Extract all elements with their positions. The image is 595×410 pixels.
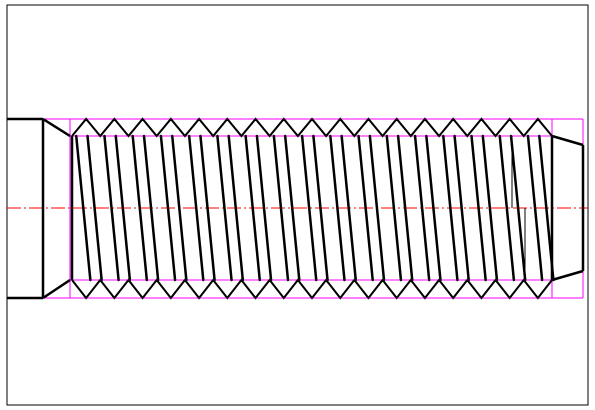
thread-helix-line	[199, 134, 216, 282]
thread-helix-line	[357, 134, 374, 282]
thread-helix-line	[385, 134, 403, 282]
thread-helix-line	[86, 134, 103, 282]
thread-helix-lines	[74, 134, 555, 282]
runout-lines	[511, 136, 526, 280]
thread-helix-line	[470, 134, 487, 282]
thread-helix-line	[453, 134, 470, 282]
thread-helix-line	[216, 134, 233, 282]
thread-helix-line	[509, 134, 527, 282]
tip-chamfer-bottom	[551, 269, 584, 282]
thread-helix-line	[227, 134, 245, 282]
shank	[7, 117, 74, 300]
thread-helix-line	[272, 134, 290, 282]
chamfer-top	[42, 117, 71, 138]
thread-bottom-profile	[71, 278, 553, 300]
tip-end	[550, 134, 585, 282]
tip-chamfer-top	[551, 134, 584, 147]
thread-helix-line	[74, 134, 92, 282]
thread-helix-line	[103, 134, 120, 282]
thread-helix-line	[159, 134, 177, 282]
thread-helix-line	[396, 134, 414, 282]
thread-helix-line	[283, 134, 301, 282]
thread-helix-line	[425, 134, 442, 282]
viewport-frame	[6, 4, 589, 406]
thread-helix-line	[368, 134, 386, 282]
thread-helix-line	[170, 134, 188, 282]
thread-helix-line	[340, 134, 358, 282]
thread-helix-line	[442, 134, 459, 282]
thread-helix-line	[187, 134, 205, 282]
thread-helix-line	[329, 134, 346, 282]
chamfer-bottom	[42, 278, 71, 300]
thread-helix-line	[498, 134, 516, 282]
thread-helix-line	[312, 134, 329, 282]
thread-helix-line	[142, 134, 160, 282]
thread-helix-line	[244, 134, 262, 282]
thread-helix-line	[481, 134, 499, 282]
thread-top-profile	[71, 117, 553, 138]
thread-helix-line	[131, 134, 149, 282]
thread-helix-line	[114, 134, 132, 282]
thread-helix-line	[526, 134, 544, 282]
thread-helix-line	[255, 134, 273, 282]
thread-helix-line	[413, 134, 431, 282]
thread-helix-line	[300, 134, 318, 282]
